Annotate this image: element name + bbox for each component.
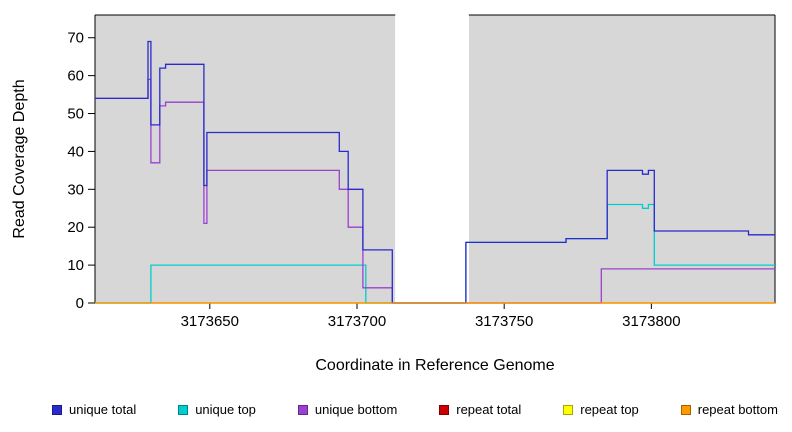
legend-item-unique-bottom: unique bottom <box>297 402 398 417</box>
y-tick-label: 0 <box>76 295 84 312</box>
legend-label: repeat bottom <box>697 402 778 417</box>
legend-item-repeat-bottom: repeat bottom <box>680 402 778 417</box>
chart-legend: unique total unique top unique bottom repea… <box>0 390 792 432</box>
legend-label: unique total <box>69 402 137 417</box>
y-axis-title: Read Coverage Depth <box>11 79 28 238</box>
series-line-unique-total <box>95 40 775 304</box>
legend-item-unique-total: unique total <box>52 402 136 417</box>
legend-label: unique bottom <box>314 402 398 417</box>
x-tick-label: 3173650 <box>181 313 239 330</box>
coverage-plot: Coordinate in Reference Genome Read Cove… <box>11 6 776 374</box>
x-tick-label: 3173800 <box>622 313 680 330</box>
legend-swatch-unique-top <box>178 404 189 415</box>
y-tick-label: 10 <box>67 257 84 274</box>
legend-swatch-repeat-total <box>439 404 450 415</box>
x-axis-title: Coordinate in Reference Genome <box>315 357 554 374</box>
no-data-gap <box>395 6 469 302</box>
legend-swatch-unique-bottom <box>297 404 308 415</box>
y-tick-label: 70 <box>67 30 84 47</box>
legend-label: repeat total <box>456 402 522 417</box>
legend-item-repeat-total: repeat total <box>439 402 521 417</box>
y-tick-label: 20 <box>67 219 84 236</box>
legend-swatch-unique-total <box>52 404 62 415</box>
legend-label: repeat top <box>580 402 639 417</box>
y-tick-label: 50 <box>67 106 84 123</box>
x-tick-label: 3173700 <box>328 313 386 330</box>
legend-item-repeat-top: repeat top <box>563 402 639 417</box>
y-tick-label: 40 <box>67 143 84 160</box>
legend-swatch-repeat-bottom <box>680 404 691 415</box>
y-tick-label: 30 <box>67 181 84 198</box>
x-tick-label: 3173750 <box>475 313 533 330</box>
legend-swatch-repeat-top <box>563 404 574 415</box>
plot-background-left <box>95 15 396 303</box>
legend-label: unique top <box>195 402 256 417</box>
legend-item-unique-top: unique top <box>178 402 256 417</box>
y-tick-label: 60 <box>67 68 84 85</box>
plot-background-right <box>468 15 775 303</box>
